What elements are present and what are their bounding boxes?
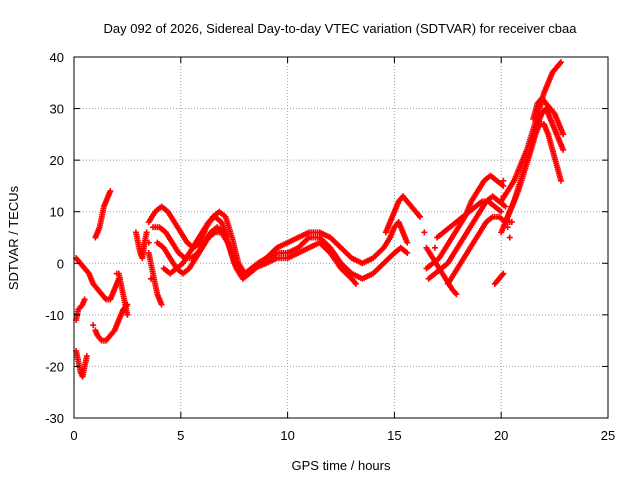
data-point [506, 234, 513, 241]
data-point [224, 234, 231, 241]
data-point [81, 296, 88, 303]
y-tick-label: -20 [45, 359, 64, 374]
y-tick-label: 10 [50, 205, 64, 220]
data-point [107, 188, 114, 195]
data-point [558, 59, 565, 66]
data-point [558, 177, 565, 184]
chart-title: Day 092 of 2026, Sidereal Day-to-day VTE… [103, 21, 577, 36]
data-point [508, 219, 515, 226]
x-tick-label: 5 [177, 428, 184, 443]
data-point [504, 224, 511, 231]
data-point [158, 301, 165, 308]
data-point [500, 182, 507, 189]
grid-lines [74, 57, 608, 418]
data-point [124, 311, 131, 318]
data-point [502, 203, 509, 210]
data-point [352, 280, 359, 287]
y-tick-label: 30 [50, 102, 64, 117]
y-tick-label: 20 [50, 153, 64, 168]
axis-ticks: 0 5 10 15 20 25 -30 -20 -10 0 10 20 30 40 [45, 50, 615, 443]
y-tick-label: -10 [45, 308, 64, 323]
data-point [143, 229, 150, 236]
plot-frame [73, 56, 609, 419]
y-axis-label: SDTVAR / TECUs [6, 185, 21, 290]
data-point [560, 131, 567, 138]
data-point [404, 239, 411, 246]
x-tick-label: 25 [601, 428, 615, 443]
x-tick-label: 10 [280, 428, 294, 443]
data-point [431, 244, 438, 251]
data-point [500, 177, 507, 184]
data-point [113, 270, 120, 277]
data-point [498, 208, 505, 215]
x-tick-label: 15 [387, 428, 401, 443]
x-tick-label: 20 [494, 428, 508, 443]
data-point [500, 270, 507, 277]
data-point [404, 249, 411, 256]
data-point [560, 146, 567, 153]
y-tick-label: 40 [50, 50, 64, 65]
data-point [417, 213, 424, 220]
data-point [453, 291, 460, 298]
data-point [421, 229, 428, 236]
data-point [83, 353, 90, 360]
data-point [500, 193, 507, 200]
y-tick-label: -30 [45, 411, 64, 426]
data-point [145, 239, 152, 246]
x-axis-label: GPS time / hours [292, 458, 391, 473]
data-point [147, 275, 154, 282]
data-point [90, 322, 97, 329]
data-points [73, 59, 567, 380]
x-tick-label: 0 [70, 428, 77, 443]
y-tick-label: 0 [57, 256, 64, 271]
